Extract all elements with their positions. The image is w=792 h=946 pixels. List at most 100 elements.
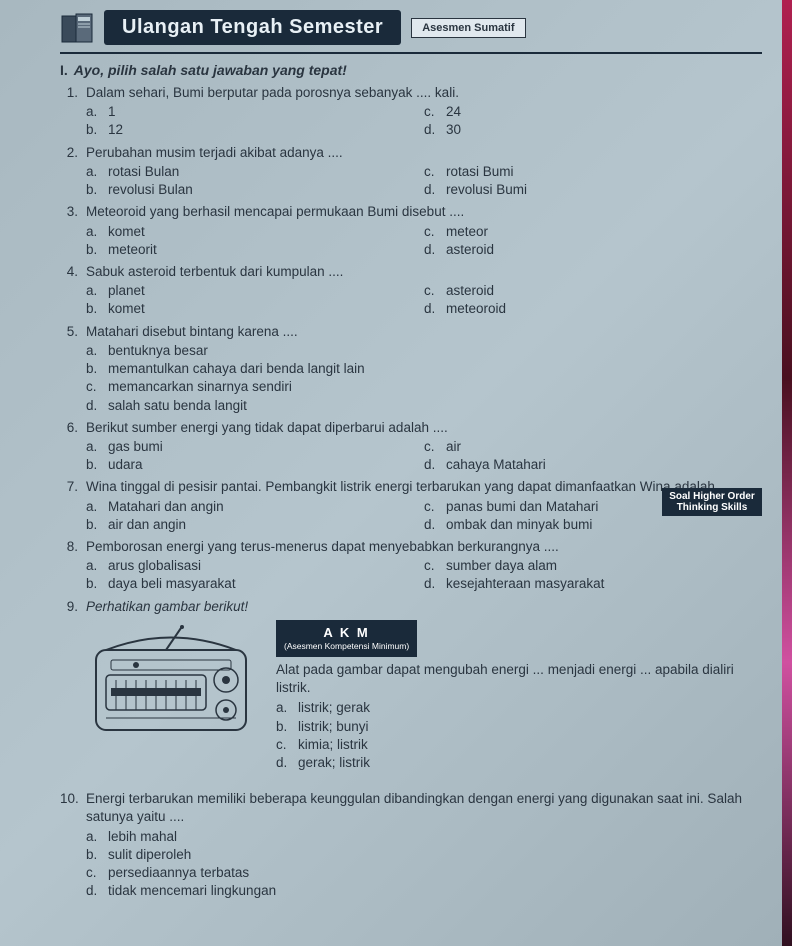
question-number: 4.	[60, 263, 86, 319]
question-number: 6.	[60, 419, 86, 475]
option[interactable]: a.bentuknya besar	[86, 342, 762, 360]
option-text: persediaannya terbatas	[108, 864, 249, 882]
question: 9.Perhatikan gambar berikut! A K M(Asesm…	[60, 598, 762, 773]
option[interactable]: c.persediaannya terbatas	[86, 864, 762, 882]
option-text: rotasi Bulan	[108, 163, 179, 181]
question-text: Berikut sumber energi yang tidak dapat d…	[86, 419, 762, 437]
option-letter: a.	[86, 342, 108, 360]
option[interactable]: d.30	[424, 121, 762, 139]
option[interactable]: b.meteorit	[86, 241, 424, 259]
option-text: sulit diperoleh	[108, 846, 191, 864]
option-text: arus globalisasi	[108, 557, 201, 575]
question-text: Energi terbarukan memiliki beberapa keun…	[86, 790, 762, 826]
option[interactable]: d.revolusi Bumi	[424, 181, 762, 199]
option[interactable]: b.udara	[86, 456, 424, 474]
option[interactable]: b.komet	[86, 300, 424, 318]
option[interactable]: b.listrik; bunyi	[276, 718, 762, 736]
option-text: 30	[446, 121, 461, 139]
option-text: 12	[108, 121, 123, 139]
option-text: revolusi Bumi	[446, 181, 527, 199]
option[interactable]: d.asteroid	[424, 241, 762, 259]
option-letter: b.	[86, 360, 108, 378]
option[interactable]: c.kimia; listrik	[276, 736, 762, 754]
option[interactable]: a.listrik; gerak	[276, 699, 762, 717]
subtitle-badge: Asesmen Sumatif	[411, 18, 525, 38]
option-text: ombak dan minyak bumi	[446, 516, 592, 534]
option-letter: c.	[424, 557, 446, 575]
option[interactable]: c.24	[424, 103, 762, 121]
question-text: Perhatikan gambar berikut!	[86, 598, 762, 616]
option[interactable]: d.cahaya Matahari	[424, 456, 762, 474]
option-text: revolusi Bulan	[108, 181, 193, 199]
option-text: air	[446, 438, 461, 456]
question-text: Perubahan musim terjadi akibat adanya ..…	[86, 144, 762, 162]
option-letter: b.	[86, 181, 108, 199]
question: 4.Sabuk asteroid terbentuk dari kumpulan…	[60, 263, 762, 319]
book-icon	[60, 10, 100, 45]
option-letter: c.	[424, 438, 446, 456]
option[interactable]: d.tidak mencemari lingkungan	[86, 882, 762, 900]
question-number: 8.	[60, 538, 86, 594]
option[interactable]: c.air	[424, 438, 762, 456]
option[interactable]: b.daya beli masyarakat	[86, 575, 424, 593]
option[interactable]: c.asteroid	[424, 282, 762, 300]
option-letter: d.	[424, 456, 446, 474]
header: Ulangan Tengah Semester Asesmen Sumatif	[60, 10, 762, 45]
question-body: Perubahan musim terjadi akibat adanya ..…	[86, 144, 762, 200]
option[interactable]: d.ombak dan minyak bumi	[424, 516, 762, 534]
option-text: kimia; listrik	[298, 736, 368, 754]
question-body: Meteoroid yang berhasil mencapai permuka…	[86, 203, 762, 259]
question-number: 5.	[60, 323, 86, 415]
option-text: komet	[108, 300, 145, 318]
option[interactable]: b.air dan angin	[86, 516, 424, 534]
question-body: Dalam sehari, Bumi berputar pada porosny…	[86, 84, 762, 140]
question: 10.Energi terbarukan memiliki beberapa k…	[60, 790, 762, 900]
option[interactable]: b.memantulkan cahaya dari benda langit l…	[86, 360, 762, 378]
option[interactable]: a.arus globalisasi	[86, 557, 424, 575]
section-marker: I.	[60, 62, 68, 78]
option[interactable]: a.Matahari dan angin	[86, 498, 424, 516]
option-letter: b.	[86, 456, 108, 474]
option-text: air dan angin	[108, 516, 186, 534]
option-letter: a.	[86, 282, 108, 300]
option-text: rotasi Bumi	[446, 163, 514, 181]
option[interactable]: d.kesejahteraan masyarakat	[424, 575, 762, 593]
option-letter: a.	[86, 557, 108, 575]
option[interactable]: b.revolusi Bulan	[86, 181, 424, 199]
option[interactable]: c.meteor	[424, 223, 762, 241]
option[interactable]: a.planet	[86, 282, 424, 300]
question-text: Dalam sehari, Bumi berputar pada porosny…	[86, 84, 762, 102]
option-letter: d.	[424, 300, 446, 318]
option-letter: a.	[86, 103, 108, 121]
option[interactable]: a.1	[86, 103, 424, 121]
question-body: Energi terbarukan memiliki beberapa keun…	[86, 790, 762, 900]
option-letter: c.	[424, 103, 446, 121]
option[interactable]: a.rotasi Bulan	[86, 163, 424, 181]
option-letter: b.	[86, 300, 108, 318]
option-text: listrik; bunyi	[298, 718, 369, 736]
option[interactable]: b.12	[86, 121, 424, 139]
option[interactable]: c.rotasi Bumi	[424, 163, 762, 181]
option[interactable]: a.komet	[86, 223, 424, 241]
option-letter: d.	[424, 575, 446, 593]
option-text: listrik; gerak	[298, 699, 370, 717]
option[interactable]: d.meteoroid	[424, 300, 762, 318]
question-text: Wina tinggal di pesisir pantai. Pembangk…	[86, 478, 762, 496]
option-text: lebih mahal	[108, 828, 177, 846]
question-description: Alat pada gambar dapat mengubah energi .…	[276, 661, 762, 697]
question: 6.Berikut sumber energi yang tidak dapat…	[60, 419, 762, 475]
option[interactable]: a.gas bumi	[86, 438, 424, 456]
option-text: memantulkan cahaya dari benda langit lai…	[108, 360, 365, 378]
question-number: 2.	[60, 144, 86, 200]
option-text: 1	[108, 103, 116, 121]
option[interactable]: b.sulit diperoleh	[86, 846, 762, 864]
option[interactable]: d.salah satu benda langit	[86, 397, 762, 415]
option-text: bentuknya besar	[108, 342, 208, 360]
option-text: kesejahteraan masyarakat	[446, 575, 604, 593]
option[interactable]: c.sumber daya alam	[424, 557, 762, 575]
option-text: asteroid	[446, 241, 494, 259]
option[interactable]: a.lebih mahal	[86, 828, 762, 846]
question: 3.Meteoroid yang berhasil mencapai permu…	[60, 203, 762, 259]
option[interactable]: c.memancarkan sinarnya sendiri	[86, 378, 762, 396]
option[interactable]: d.gerak; listrik	[276, 754, 762, 772]
